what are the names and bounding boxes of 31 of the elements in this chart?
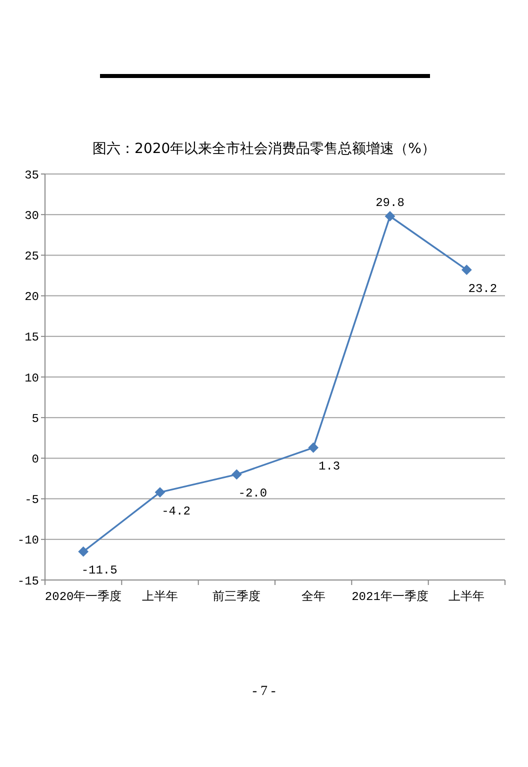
chart-title: 图六：2020年以来全市社会消费品零售总额增速（%） [92, 140, 436, 158]
y-tick-label: -15 [17, 574, 39, 588]
data-label: -2.0 [238, 486, 268, 500]
y-tick-label: 35 [24, 168, 39, 182]
y-tick-label: 20 [24, 290, 39, 304]
x-tick-label: 2021年一季度 [352, 589, 428, 604]
data-label: -11.5 [81, 564, 118, 578]
x-tick-label: 前三季度 [212, 589, 261, 604]
x-tick-label: 上半年 [448, 590, 485, 604]
data-label: 1.3 [318, 460, 340, 474]
y-tick-label: 0 [32, 452, 39, 466]
data-label: 23.2 [468, 282, 498, 296]
x-tick-label: 2020年一季度 [44, 589, 122, 604]
point [232, 469, 242, 480]
y-tick-label: 25 [24, 249, 39, 264]
y-tick-label: 10 [24, 371, 39, 386]
y-tick-label: 30 [24, 208, 39, 223]
y-tick-label: 5 [32, 412, 39, 426]
point [462, 264, 472, 275]
point [155, 487, 165, 498]
x-tick-label: 上半年 [142, 590, 178, 604]
data-label: -4.2 [162, 504, 190, 518]
y-tick-label: -5 [24, 493, 39, 508]
y-tick-label: 15 [24, 330, 39, 345]
data-label: 29.8 [376, 196, 404, 210]
x-tick-label: 全年 [301, 590, 326, 604]
point [385, 211, 395, 222]
point [78, 546, 88, 557]
y-tick-label: -10 [17, 534, 39, 548]
point [308, 442, 318, 453]
text: - 7 - [252, 684, 276, 700]
